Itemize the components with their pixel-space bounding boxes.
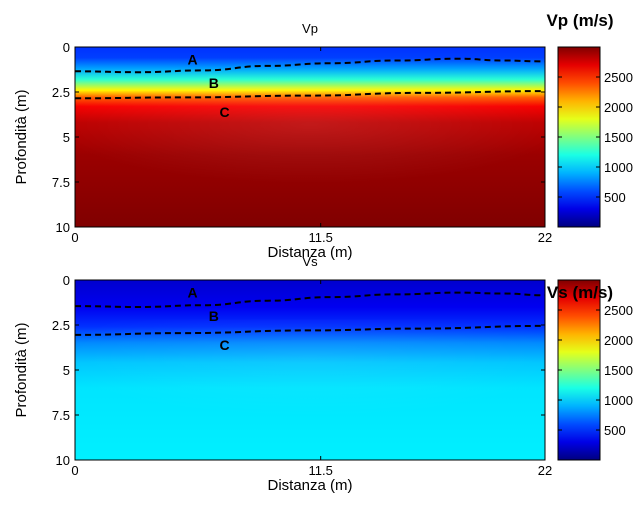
colorbar-tick-label: 2000 <box>604 333 633 348</box>
chart-title: Vs <box>302 254 318 269</box>
interface-line-1 <box>74 57 546 74</box>
colorbar-tick-label: 2500 <box>604 70 633 85</box>
colorbar-tick-label: 1000 <box>604 160 633 175</box>
layer-label-c: C <box>219 104 229 120</box>
x-tick-label: 22 <box>538 463 552 478</box>
y-axis-label: Profondità (m) <box>13 322 30 417</box>
x-tick-label: 11.5 <box>309 463 333 478</box>
y-tick-label: 7.5 <box>52 175 70 190</box>
y-tick-label: 0 <box>63 40 70 55</box>
colorbar-title: Vp (m/s) <box>546 11 613 30</box>
x-axis-label: Distanza (m) <box>267 244 352 261</box>
colorbar-tick-label: 1500 <box>604 363 633 378</box>
interface-line-2 <box>74 324 546 336</box>
layer-label-a: A <box>187 285 197 301</box>
colorbar <box>557 279 601 461</box>
panel-vp: ABC 0 11.5 22 0 2.5 5 7.5 10 Vp Distanza (m) Profon… <box>13 11 633 261</box>
velocity-lens <box>75 319 545 428</box>
y-tick-label: 2.5 <box>52 85 70 100</box>
x-tick-label: 0 <box>71 230 78 245</box>
colorbar-tick-label: 1500 <box>604 130 633 145</box>
y-tick-label: 5 <box>63 130 70 145</box>
interface-line-2 <box>74 90 546 100</box>
colorbar-tick-label: 500 <box>604 190 626 205</box>
y-tick-label: 7.5 <box>52 408 70 423</box>
y-tick-label: 5 <box>63 363 70 378</box>
x-tick-label: 0 <box>71 463 78 478</box>
layer-label-b: B <box>209 75 219 91</box>
chart-title: Vp <box>302 21 318 36</box>
x-axis-label: Distanza (m) <box>267 477 352 494</box>
y-axis-label: Profondità (m) <box>13 89 30 184</box>
y-tick-label: 2.5 <box>52 318 70 333</box>
x-tick-label: 11.5 <box>309 230 333 245</box>
layer-label-b: B <box>209 308 219 324</box>
colorbar-tick-label: 2000 <box>604 100 633 115</box>
panel-vs: ABC 0 11.5 22 0 2.5 5 7.5 10 Vs Distanza (m) Profon… <box>13 254 633 494</box>
y-tick-label: 10 <box>56 453 70 468</box>
layer-label-a: A <box>187 52 197 68</box>
y-tick-label: 0 <box>63 273 70 288</box>
colorbar-tick-label: 1000 <box>604 393 633 408</box>
interface-line-1 <box>74 291 546 309</box>
y-tick-label: 10 <box>56 220 70 235</box>
colorbar-tick-label: 2500 <box>604 303 633 318</box>
colorbar-tick-label: 500 <box>604 423 626 438</box>
x-tick-label: 22 <box>538 230 552 245</box>
colorbar <box>557 46 601 228</box>
colorbar-title: Vs (m/s) <box>547 283 613 302</box>
velocity-lens <box>75 86 545 195</box>
layer-label-c: C <box>219 337 229 353</box>
